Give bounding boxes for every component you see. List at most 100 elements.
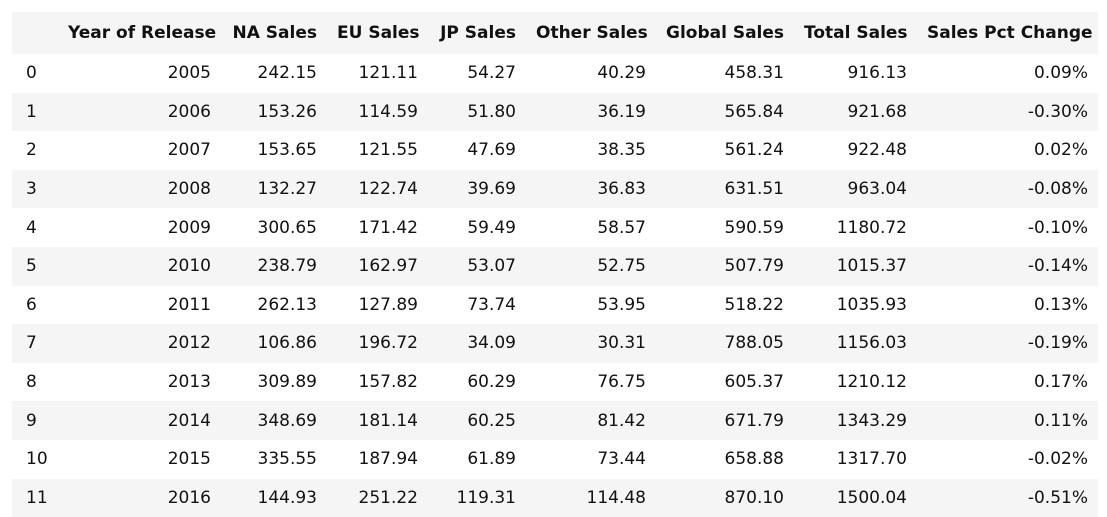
jp-sales-cell: 39.69 bbox=[467, 179, 516, 200]
total-sales-cell: 1180.72 bbox=[836, 217, 907, 238]
other-sales-cell: 53.95 bbox=[597, 294, 646, 315]
na-sales-cell: 348.69 bbox=[257, 410, 317, 431]
eu-sales-cell: 157.82 bbox=[358, 372, 418, 393]
other-sales-cell: 36.83 bbox=[597, 179, 646, 200]
other-sales-cell: 30.31 bbox=[597, 333, 646, 354]
table-row: 4 2009 300.65 171.42 59.49 58.57 590.59 1180.72… bbox=[12, 208, 1098, 247]
sales-pct-change-cell: 0.09% bbox=[1033, 63, 1088, 84]
eu-sales-cell: 196.72 bbox=[358, 333, 418, 354]
global-sales-cell: 788.05 bbox=[724, 333, 784, 354]
na-sales-cell: 262.13 bbox=[257, 294, 317, 315]
sales-pct-change-cell: -0.08% bbox=[1027, 179, 1088, 200]
year-cell: 2011 bbox=[167, 294, 211, 315]
eu-sales-cell: 181.14 bbox=[358, 410, 418, 431]
other-sales-cell: 52.75 bbox=[597, 256, 646, 277]
row-index: 1 bbox=[26, 101, 37, 122]
year-cell: 2005 bbox=[167, 63, 211, 84]
other-sales-cell: 40.29 bbox=[597, 63, 646, 84]
jp-sales-cell: 34.09 bbox=[467, 333, 516, 354]
global-sales-cell: 631.51 bbox=[724, 179, 784, 200]
global-sales-cell: 605.37 bbox=[724, 372, 784, 393]
total-sales-cell: 1035.93 bbox=[836, 294, 907, 315]
global-sales-cell: 561.24 bbox=[724, 140, 784, 161]
row-index: 3 bbox=[26, 179, 37, 200]
other-sales-cell: 38.35 bbox=[597, 140, 646, 161]
row-index: 9 bbox=[26, 410, 37, 431]
na-sales-cell: 309.89 bbox=[257, 372, 317, 393]
global-sales-cell: 870.10 bbox=[724, 487, 784, 508]
na-sales-cell: 335.55 bbox=[257, 449, 317, 470]
year-cell: 2008 bbox=[167, 179, 211, 200]
global-sales-cell: 671.79 bbox=[724, 410, 784, 431]
global-sales-cell: 658.88 bbox=[724, 449, 784, 470]
total-sales-cell: 963.04 bbox=[847, 179, 907, 200]
year-cell: 2006 bbox=[167, 101, 211, 122]
jp-sales-cell: 119.31 bbox=[456, 487, 516, 508]
total-sales-header: Total Sales bbox=[804, 23, 908, 43]
other-sales-cell: 73.44 bbox=[597, 449, 646, 470]
sales-pct-change-cell: -0.02% bbox=[1027, 449, 1088, 470]
sales-pct-change-cell: 0.13% bbox=[1033, 294, 1088, 315]
total-sales-cell: 1015.37 bbox=[836, 256, 907, 277]
year-cell: 2007 bbox=[167, 140, 211, 161]
year-cell: 2010 bbox=[167, 256, 211, 277]
table-row: 10 2015 335.55 187.94 61.89 73.44 658.88 1317.7… bbox=[12, 439, 1098, 479]
total-sales-cell: 1317.70 bbox=[836, 449, 907, 470]
global-sales-cell: 458.31 bbox=[724, 63, 784, 84]
table-body: 0 2005 242.15 121.11 54.27 40.29 458.31 916.13 0… bbox=[12, 54, 1098, 517]
jp-sales-cell: 59.49 bbox=[467, 217, 516, 238]
jp-sales-cell: 61.89 bbox=[467, 449, 516, 470]
table-row: 6 2011 262.13 127.89 73.74 53.95 518.22 1035.93… bbox=[12, 285, 1098, 325]
year-cell: 2014 bbox=[167, 410, 211, 431]
global-sales-cell: 518.22 bbox=[724, 294, 784, 315]
sales-pct-change-cell: -0.19% bbox=[1027, 333, 1088, 354]
year-cell: 2012 bbox=[167, 333, 211, 354]
row-index: 4 bbox=[26, 217, 37, 238]
other-sales-cell: 81.42 bbox=[597, 410, 646, 431]
row-index: 7 bbox=[26, 333, 37, 354]
total-sales-cell: 1156.03 bbox=[836, 333, 907, 354]
header-row: Year of Release NA Sales EU Sales JP Sales O… bbox=[12, 12, 1098, 54]
jp-sales-cell: 73.74 bbox=[467, 294, 516, 315]
na-sales-cell: 106.86 bbox=[257, 333, 317, 354]
table-row: 11 2016 144.93 251.22 119.31 114.48 870.10 1500… bbox=[12, 478, 1098, 517]
total-sales-cell: 1343.29 bbox=[836, 410, 907, 431]
sales-pct-change-cell: 0.02% bbox=[1033, 140, 1088, 161]
sales-table: Year of Release NA Sales EU Sales JP Sales O… bbox=[12, 12, 1098, 517]
other-sales-cell: 76.75 bbox=[597, 372, 646, 393]
jp-sales-cell: 47.69 bbox=[467, 140, 516, 161]
jp-sales-cell: 51.80 bbox=[467, 101, 516, 122]
row-index: 10 bbox=[26, 449, 48, 470]
row-index: 0 bbox=[26, 63, 37, 84]
na-sales-cell: 153.65 bbox=[257, 140, 317, 161]
other-sales-cell: 58.57 bbox=[597, 217, 646, 238]
na-sales-cell: 238.79 bbox=[257, 256, 317, 277]
na-sales-header: NA Sales bbox=[232, 23, 318, 43]
global-sales-header: Global Sales bbox=[666, 23, 785, 43]
sales-pct-change-cell: 0.11% bbox=[1033, 410, 1088, 431]
total-sales-cell: 1210.12 bbox=[836, 372, 907, 393]
year-cell: 2016 bbox=[167, 487, 211, 508]
total-sales-cell: 916.13 bbox=[847, 63, 907, 84]
sales-pct-change-cell: -0.10% bbox=[1027, 217, 1088, 238]
other-sales-cell: 114.48 bbox=[586, 487, 646, 508]
row-index: 11 bbox=[26, 487, 48, 508]
total-sales-cell: 922.48 bbox=[847, 140, 907, 161]
eu-sales-cell: 121.11 bbox=[358, 63, 418, 84]
sales-pct-change-cell: -0.30% bbox=[1027, 101, 1088, 122]
table-row: 8 2013 309.89 157.82 60.29 76.75 605.37 1210.12… bbox=[12, 362, 1098, 402]
eu-sales-cell: 251.22 bbox=[358, 487, 418, 508]
eu-sales-cell: 114.59 bbox=[358, 101, 418, 122]
sales-pct-change-cell: -0.51% bbox=[1027, 487, 1088, 508]
year-cell: 2013 bbox=[167, 372, 211, 393]
na-sales-cell: 242.15 bbox=[257, 63, 317, 84]
table-row: 3 2008 132.27 122.74 39.69 36.83 631.51 963.04 -… bbox=[12, 169, 1098, 209]
global-sales-cell: 507.79 bbox=[724, 256, 784, 277]
na-sales-cell: 300.65 bbox=[257, 217, 317, 238]
table-header: Year of Release NA Sales EU Sales JP Sales O… bbox=[12, 12, 1098, 54]
year-cell: 2015 bbox=[167, 449, 211, 470]
total-sales-cell: 1500.04 bbox=[836, 487, 907, 508]
jp-sales-cell: 54.27 bbox=[467, 63, 516, 84]
eu-sales-cell: 171.42 bbox=[358, 217, 418, 238]
other-sales-cell: 36.19 bbox=[597, 101, 646, 122]
